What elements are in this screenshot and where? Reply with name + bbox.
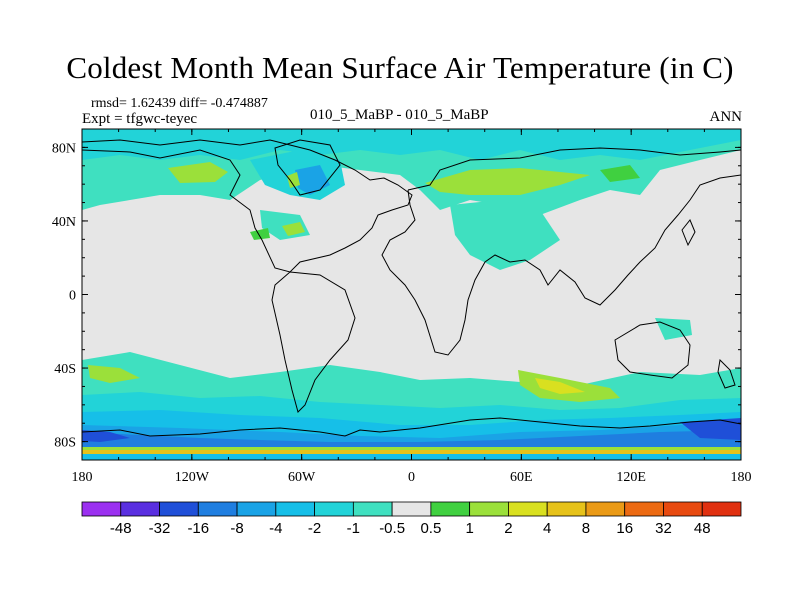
colorbar-swatch xyxy=(508,501,548,517)
colorbar-label: 32 xyxy=(655,520,672,537)
lat-label: 40S xyxy=(54,362,76,377)
lon-label: 60W xyxy=(288,470,316,485)
colorbar-swatch xyxy=(81,501,122,517)
lon-label: 180 xyxy=(72,470,93,485)
north-pacific-warm xyxy=(250,228,270,240)
map-axes: 80N 40N 0 40S 80S 180 120W 60W 0 60E 120E 180 xyxy=(52,128,752,485)
colorbar-swatch xyxy=(701,501,742,517)
lat-label: 0 xyxy=(69,289,76,304)
colorbar-label: 4 xyxy=(543,520,551,537)
map-title: Coldest Month Mean Surface Air Temperatu… xyxy=(66,50,734,85)
colorbar-swatch xyxy=(585,501,626,517)
lon-label: 120W xyxy=(175,470,210,485)
stats-text: rmsd= 1.62439 diff= -0.474887 xyxy=(91,96,268,111)
colorbar-label: 1 xyxy=(465,520,473,537)
colorbar-swatch xyxy=(352,501,393,517)
lon-label: 0 xyxy=(408,470,415,485)
colorbar-swatch xyxy=(197,501,238,517)
colorbar-label: -2 xyxy=(308,520,321,537)
colorbar-swatch xyxy=(120,501,160,517)
colorbar-label: -48 xyxy=(110,520,132,537)
colorbar-label: 8 xyxy=(582,520,590,537)
eurasia-africa-coast xyxy=(381,147,741,356)
south-pacific-warm xyxy=(88,365,140,383)
greenland-warm-spot xyxy=(287,172,300,188)
colorbar-label: -16 xyxy=(187,520,209,537)
colorbar-swatch xyxy=(624,501,664,517)
lat-label: 40N xyxy=(52,215,76,230)
colorbar-swatch xyxy=(236,501,277,517)
colorbar-swatch xyxy=(469,501,509,517)
colorbar-label: -32 xyxy=(149,520,171,537)
colorbar-swatch xyxy=(275,501,315,517)
central-asia-warm xyxy=(600,165,640,182)
lat-label: 80S xyxy=(54,436,76,451)
season-label: ANN xyxy=(709,109,743,125)
siberia-warm-region xyxy=(425,168,590,195)
colorbar-label: -1 xyxy=(347,520,360,537)
australia-coast xyxy=(614,321,691,379)
colorbar-label: 48 xyxy=(694,520,711,537)
lon-label: 180 xyxy=(731,470,752,485)
colorbar-label: 16 xyxy=(616,520,633,537)
south-america-coast xyxy=(271,271,356,413)
lon-label: 60E xyxy=(510,470,533,485)
colorbar-swatch xyxy=(391,501,432,517)
greenland-coast xyxy=(274,139,341,196)
colorbar-label: -4 xyxy=(269,520,282,537)
coastlines xyxy=(82,139,741,437)
experiment-text: Expt = tfgwc-teyec xyxy=(82,111,198,127)
colorbar-swatch xyxy=(546,501,587,517)
lat-label: 80N xyxy=(52,141,76,156)
japan-coast xyxy=(681,219,696,247)
colorbar-label: 2 xyxy=(504,520,512,537)
colorbar-swatch xyxy=(159,501,199,517)
north-america-coast xyxy=(82,139,413,273)
lon-label: 120E xyxy=(616,470,646,485)
colorbar-label: 0.5 xyxy=(420,520,441,537)
run-label: 010_5_MaBP - 010_5_MaBP xyxy=(310,107,489,123)
colorbar-label: -0.5 xyxy=(379,520,405,537)
south-atlantic-core xyxy=(535,378,585,394)
antarctic-warm-stripe xyxy=(82,447,741,450)
new-zealand-coast xyxy=(717,358,736,389)
colorbar-label: -8 xyxy=(230,520,243,537)
colorbar-swatch xyxy=(663,501,703,517)
colorbar-swatch xyxy=(314,501,354,517)
colorbar: -48 -32 -16 -8 -4 -2 -1 -0.5 0.5 1 2 4 8 16 32 48 xyxy=(81,501,742,537)
greenland-cold-region xyxy=(295,165,330,195)
colorbar-swatch xyxy=(430,501,471,517)
antarctica-coast xyxy=(82,417,741,437)
us-warm-spot xyxy=(282,222,305,236)
alaska-warm-region xyxy=(168,162,228,183)
map-panel xyxy=(82,129,741,460)
asia-cyan-region xyxy=(450,200,560,270)
antarctic-orange-stripe xyxy=(82,450,741,454)
arctic-anomaly-deep xyxy=(82,129,741,160)
